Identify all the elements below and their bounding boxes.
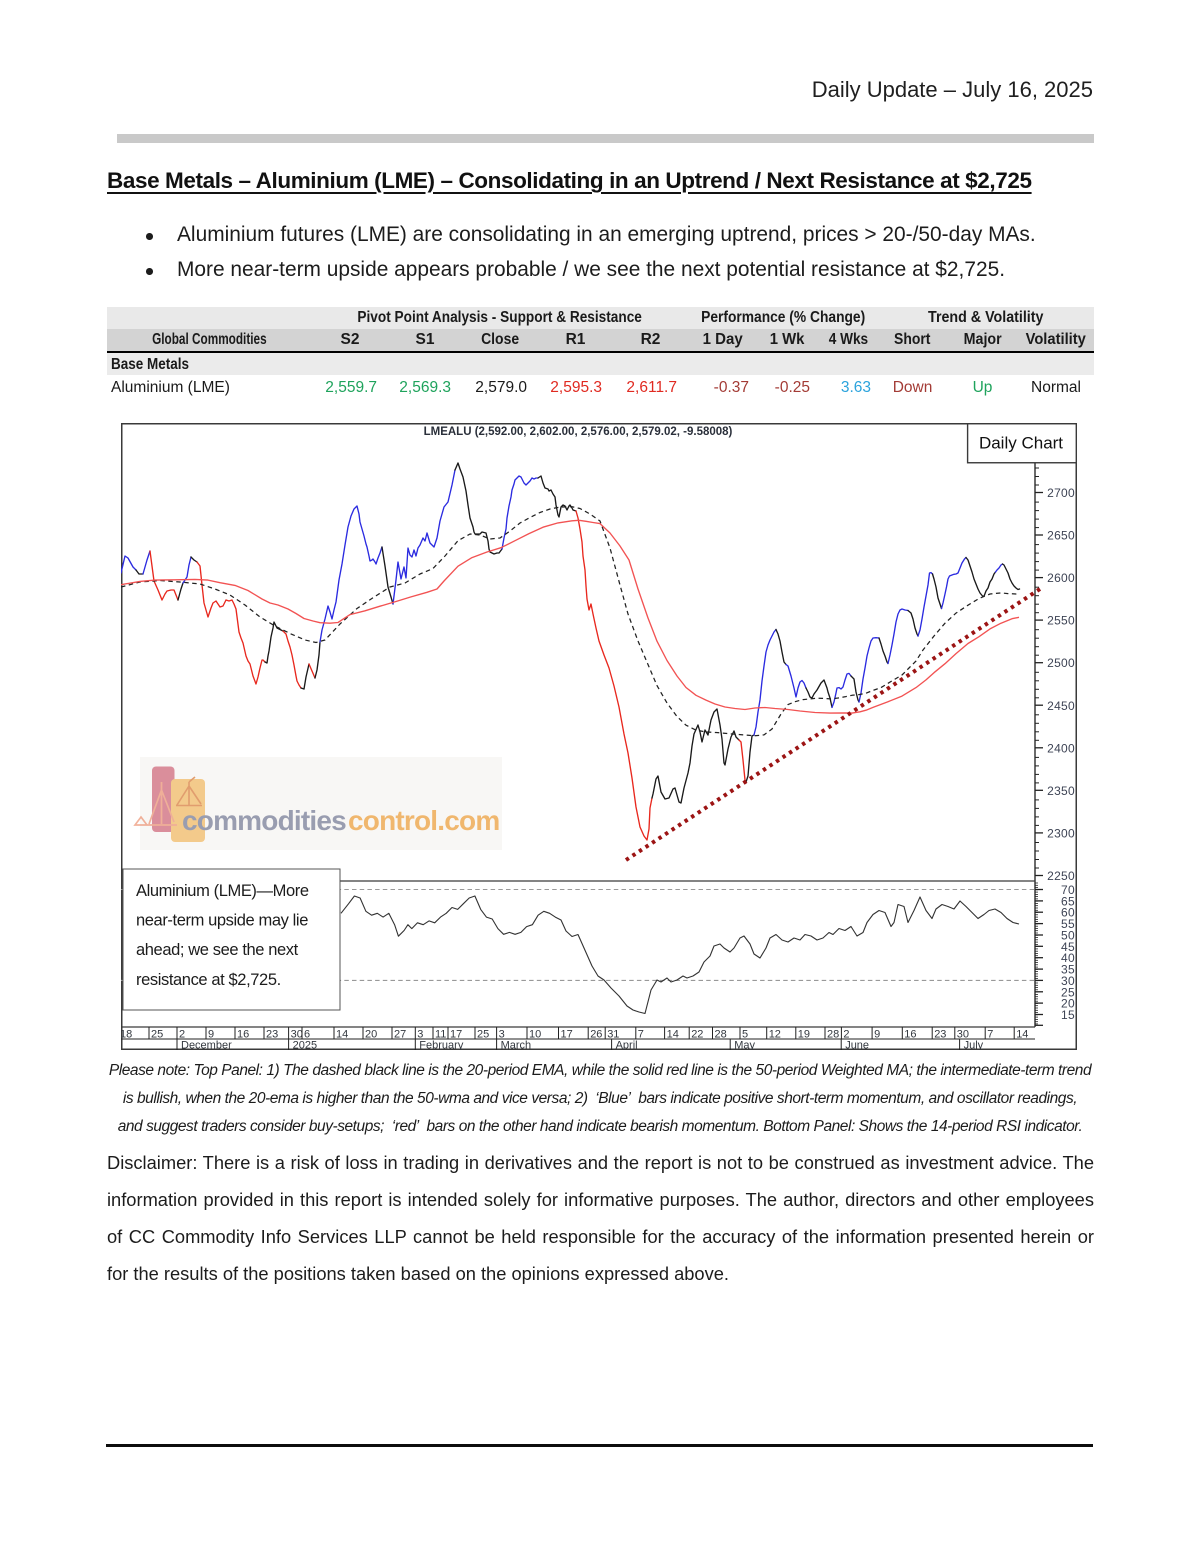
svg-text:19: 19 — [798, 1029, 810, 1041]
svg-text:ahead; we see the next: ahead; we see the next — [136, 941, 299, 959]
svg-text:45: 45 — [1061, 940, 1075, 954]
svg-text:April: April — [616, 1040, 638, 1051]
svg-text:14: 14 — [1016, 1029, 1028, 1041]
svg-text:31: 31 — [607, 1029, 619, 1041]
svg-text:3: 3 — [499, 1029, 505, 1041]
svg-text:28: 28 — [715, 1029, 727, 1041]
svg-text:7: 7 — [638, 1029, 644, 1041]
svg-text:17: 17 — [450, 1029, 462, 1041]
svg-text:20: 20 — [1061, 997, 1075, 1011]
svg-text:50: 50 — [1061, 929, 1075, 943]
svg-text:LMEALU (2,592.00, 2,602.00, 2,: LMEALU (2,592.00, 2,602.00, 2,576.00, 2,… — [424, 426, 733, 438]
svg-text:12: 12 — [769, 1029, 781, 1041]
svg-text:18: 18 — [121, 1029, 132, 1041]
svg-text:10: 10 — [529, 1029, 541, 1041]
svg-text:22: 22 — [691, 1029, 703, 1041]
svg-text:2550: 2550 — [1047, 614, 1075, 628]
svg-text:2300: 2300 — [1047, 826, 1075, 840]
svg-text:2250: 2250 — [1047, 869, 1075, 883]
svg-text:14: 14 — [336, 1029, 348, 1041]
svg-text:2025: 2025 — [293, 1040, 317, 1051]
svg-text:30: 30 — [1061, 974, 1075, 988]
svg-text:control.com: control.com — [348, 805, 499, 836]
svg-text:20: 20 — [365, 1029, 377, 1041]
svg-text:14: 14 — [667, 1029, 679, 1041]
svg-text:December: December — [181, 1040, 232, 1051]
svg-text:2650: 2650 — [1047, 529, 1075, 543]
svg-text:27: 27 — [394, 1029, 406, 1041]
svg-text:Daily Chart: Daily Chart — [979, 434, 1063, 453]
svg-text:25: 25 — [151, 1029, 163, 1041]
svg-text:17: 17 — [561, 1029, 573, 1041]
svg-text:near-term upside may lie: near-term upside may lie — [136, 912, 308, 930]
svg-text:16: 16 — [904, 1029, 916, 1041]
svg-text:28: 28 — [827, 1029, 839, 1041]
svg-text:July: July — [964, 1040, 984, 1051]
svg-text:June: June — [845, 1040, 869, 1051]
svg-text:2: 2 — [843, 1029, 849, 1041]
svg-text:60: 60 — [1061, 906, 1075, 920]
svg-text:9: 9 — [208, 1029, 214, 1041]
svg-text:23: 23 — [934, 1029, 946, 1041]
svg-text:2: 2 — [179, 1029, 185, 1041]
svg-text:3: 3 — [417, 1029, 423, 1041]
svg-text:15: 15 — [1061, 1008, 1075, 1022]
svg-text:7: 7 — [987, 1029, 993, 1041]
svg-text:25: 25 — [1061, 985, 1075, 999]
svg-text:2600: 2600 — [1047, 571, 1075, 585]
svg-text:35: 35 — [1061, 963, 1075, 977]
svg-text:26: 26 — [590, 1029, 602, 1041]
svg-text:February: February — [419, 1040, 464, 1051]
svg-text:25: 25 — [477, 1029, 489, 1041]
svg-text:2450: 2450 — [1047, 699, 1075, 713]
svg-text:5: 5 — [742, 1029, 748, 1041]
svg-text:11: 11 — [435, 1029, 446, 1041]
svg-text:commodities: commodities — [182, 805, 346, 836]
svg-text:70: 70 — [1061, 883, 1075, 897]
svg-text:2500: 2500 — [1047, 656, 1075, 670]
svg-text:2350: 2350 — [1047, 784, 1075, 798]
svg-text:6: 6 — [304, 1029, 310, 1041]
svg-text:Aluminium (LME)—More: Aluminium (LME)—More — [136, 882, 309, 900]
svg-text:40: 40 — [1061, 951, 1075, 965]
svg-text:March: March — [501, 1040, 532, 1051]
svg-text:65: 65 — [1061, 894, 1075, 908]
svg-text:23: 23 — [266, 1029, 278, 1041]
svg-text:May: May — [734, 1040, 755, 1051]
svg-text:16: 16 — [237, 1029, 249, 1041]
svg-text:9: 9 — [874, 1029, 880, 1041]
svg-text:2700: 2700 — [1047, 486, 1075, 500]
svg-text:2400: 2400 — [1047, 741, 1075, 755]
svg-text:30: 30 — [291, 1029, 303, 1041]
svg-text:resistance at $2,725.: resistance at $2,725. — [136, 971, 281, 989]
svg-text:55: 55 — [1061, 917, 1075, 931]
svg-text:30: 30 — [957, 1029, 969, 1041]
